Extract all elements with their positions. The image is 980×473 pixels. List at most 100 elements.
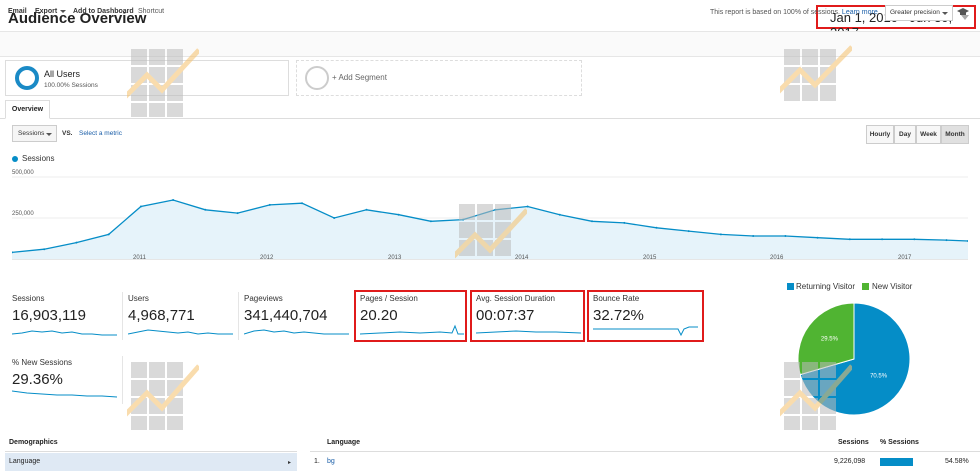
granularity-week[interactable]: Week [916,125,941,144]
segment-sub: 100.00% Sessions [44,82,98,89]
sessions-point[interactable] [752,235,755,237]
legend-label-returning: Returning Visitor [796,282,855,291]
segment-circle-icon [15,66,39,90]
legend-label-new: New Visitor [872,282,913,291]
sessions-point[interactable] [945,239,948,242]
granularity-day[interactable]: Day [894,125,916,144]
scorecard-divider [238,292,239,340]
column-sessions[interactable]: Sessions [838,439,869,446]
sessions-point[interactable] [107,233,110,236]
tab-overview[interactable]: Overview [5,100,50,119]
sessions-point[interactable] [333,217,336,219]
row-rank: 1. [314,458,320,465]
sessions-legend-dot [12,156,18,162]
graduation-cap-icon[interactable] [957,8,969,16]
row-sessions: 9,226,098 [834,458,866,465]
table-header [310,436,980,452]
sessions-point[interactable] [623,221,626,224]
granularity-hourly[interactable]: Hourly [866,125,894,144]
segment-name: All Users [44,69,81,79]
metric-label: Sessions [18,130,45,137]
email-button[interactable]: Email [8,8,27,15]
sessions-point[interactable] [655,226,658,229]
sessions-point[interactable] [12,251,13,254]
sessions-point[interactable] [365,208,368,211]
scorecard-value: 16,903,119 [12,307,86,324]
sessions-point[interactable] [397,213,400,216]
metric-select[interactable]: Sessions [12,125,57,142]
sessions-point[interactable] [967,240,968,242]
sessions-legend-label: Sessions [22,154,55,163]
sessions-point[interactable] [139,205,142,208]
scorecard-label: % New Sessions [12,358,73,367]
sessions-point[interactable] [204,208,207,211]
add-segment-circle-icon [305,66,329,90]
sessions-point[interactable] [913,238,916,241]
x-tick-label: 2014 [515,255,529,261]
sessions-point[interactable] [429,220,432,223]
scorecard-label: Pages / Session [360,294,418,303]
sessions-point[interactable] [558,213,561,216]
sessions-point[interactable] [43,248,46,251]
watermark-logo [127,362,199,430]
avg-session-duration-card[interactable] [470,290,585,342]
granularity-month[interactable]: Month [941,125,969,144]
demographics-language-item[interactable]: Language ▸ [5,453,297,471]
pages-per-session-card[interactable] [354,290,467,342]
y-tick-label: 500,000 [12,170,34,176]
new-sessions-sparkline [12,390,117,398]
precision-select[interactable]: Greater precision [885,5,953,21]
chevron-down-icon [60,9,67,13]
shortcut-button[interactable]: Shortcut [138,8,165,15]
export-label: Export [35,8,58,15]
chevron-right-icon: ▸ [287,460,291,466]
bounce-rate-card[interactable] [587,290,704,342]
language-label: Language [9,458,41,465]
bounce-rate-sparkline [593,326,698,337]
x-tick-label: 2011 [133,255,146,261]
sessions-point[interactable] [881,238,884,241]
sessions-point[interactable] [591,220,593,223]
sampling-note: This report is based on 100% of sessions… [710,9,878,16]
pct-sessions-bar [880,458,913,466]
scorecard-value: 32.72% [593,307,644,324]
add-segment-box[interactable] [296,60,582,96]
select-metric-link[interactable]: Select a metric [79,130,122,137]
sessions-point[interactable] [301,202,303,205]
add-to-dashboard-button[interactable]: Add to Dashboard [73,8,134,15]
demographics-header: Demographics [5,436,297,452]
add-segment-label[interactable]: + Add Segment [332,73,387,82]
sessions-point[interactable] [172,199,175,201]
precision-label: Greater precision [890,9,940,16]
export-button[interactable]: Export [35,8,67,15]
pages-session-sparkline [360,324,464,335]
chevron-down-icon [942,12,948,15]
scorecard-label: Pageviews [244,294,283,303]
x-tick-label: 2013 [388,255,402,261]
x-tick-label: 2016 [770,255,784,261]
users-sparkline [128,329,233,335]
scorecard-value: 20.20 [360,307,398,324]
x-tick-label: 2017 [898,255,912,261]
legend-swatch-new [862,283,869,290]
vs-label: VS. [62,130,73,137]
sessions-point[interactable] [526,205,529,208]
x-tick-label: 2012 [260,255,274,261]
learn-more-link[interactable]: Learn more [841,9,878,16]
sessions-point[interactable] [236,212,239,215]
sessions-point[interactable] [268,203,271,206]
sessions-point[interactable] [848,238,851,241]
pie-slice-label: 29.5% [821,337,839,343]
sessions-point[interactable] [816,236,819,239]
row-language-link[interactable]: bg [327,458,335,465]
sessions-point[interactable] [75,241,78,244]
sessions-point[interactable] [719,233,722,236]
page-title: Audience Overview [8,10,147,27]
pageviews-sparkline [244,329,349,335]
column-pct-sessions[interactable]: % Sessions [880,439,919,446]
sessions-point[interactable] [687,230,690,233]
watermark-logo [780,362,852,430]
scorecard-value: 4,968,771 [128,307,195,324]
x-tick-label: 2015 [643,255,657,261]
sessions-point[interactable] [784,235,787,237]
